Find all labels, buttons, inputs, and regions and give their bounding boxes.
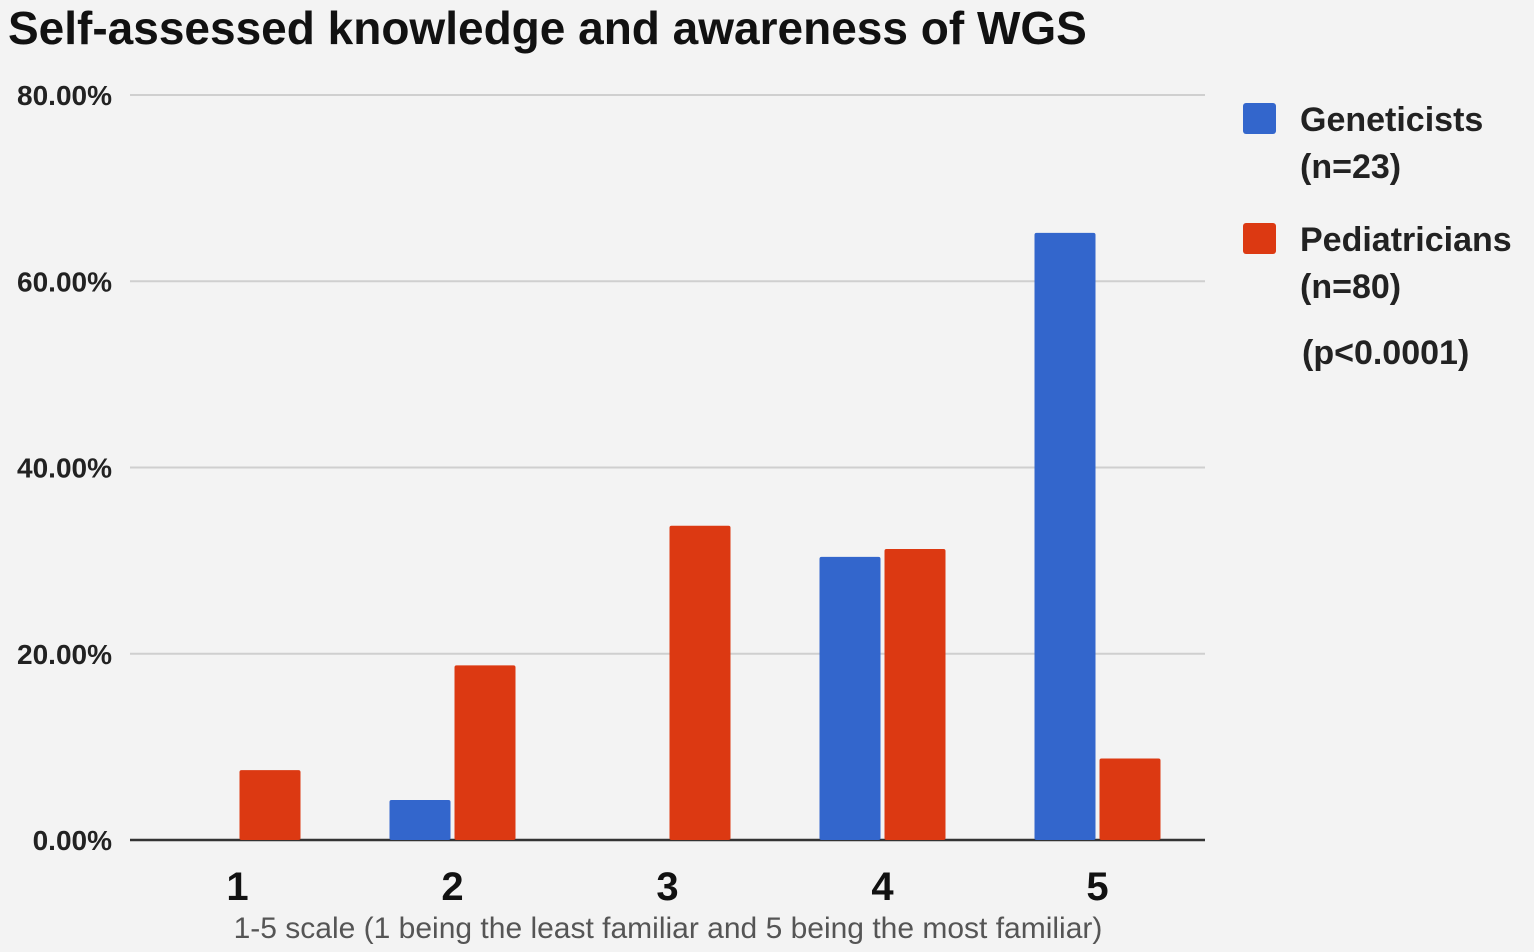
x-tick-label: 3 [656,865,678,909]
legend-swatch [1243,223,1276,254]
legend-swatch [1243,103,1276,134]
bars [239,232,1161,840]
y-tick-label: 80.00% [17,80,112,111]
bar-series-0-cat-4 [819,556,881,840]
x-axis-ticks: 1 2 3 4 5 [226,865,1108,909]
bar-series-1-cat-5 [1099,758,1161,840]
legend-entry-label: Geneticists [1300,101,1483,139]
bar-series-0-cat-2 [389,799,451,840]
x-tick-label: 5 [1086,865,1108,909]
y-tick-label: 20.00% [17,639,112,670]
x-tick-label: 4 [871,865,894,909]
bar-series-0-cat-5 [1034,232,1096,840]
chart-title: Self-assessed knowledge and awareness of… [8,2,1087,54]
y-tick-label: 40.00% [17,453,112,484]
legend-entry-label: Pediatricians [1300,221,1512,259]
legend-entry-label: (n=80) [1300,268,1401,306]
gridlines [130,94,1205,842]
p-value-annotation: (p<0.0001) [1302,334,1469,372]
bar-series-1-cat-4 [884,548,946,840]
y-axis-ticks: 0.00% 20.00% 40.00% 60.00% 80.00% [17,80,112,856]
y-tick-label: 0.00% [33,825,112,856]
bar-series-1-cat-3 [669,525,731,840]
legend: Geneticists (n=23) Pediatricians (n=80) (p<0… [1243,101,1512,372]
legend-entry-label: (n=23) [1300,148,1401,186]
x-tick-label: 2 [441,865,463,909]
x-tick-label: 1 [226,865,248,909]
bar-series-1-cat-2 [454,665,516,840]
y-tick-label: 60.00% [17,266,112,297]
x-axis-label: 1-5 scale (1 being the least familiar an… [234,912,1103,945]
bar-series-1-cat-1 [239,770,301,840]
